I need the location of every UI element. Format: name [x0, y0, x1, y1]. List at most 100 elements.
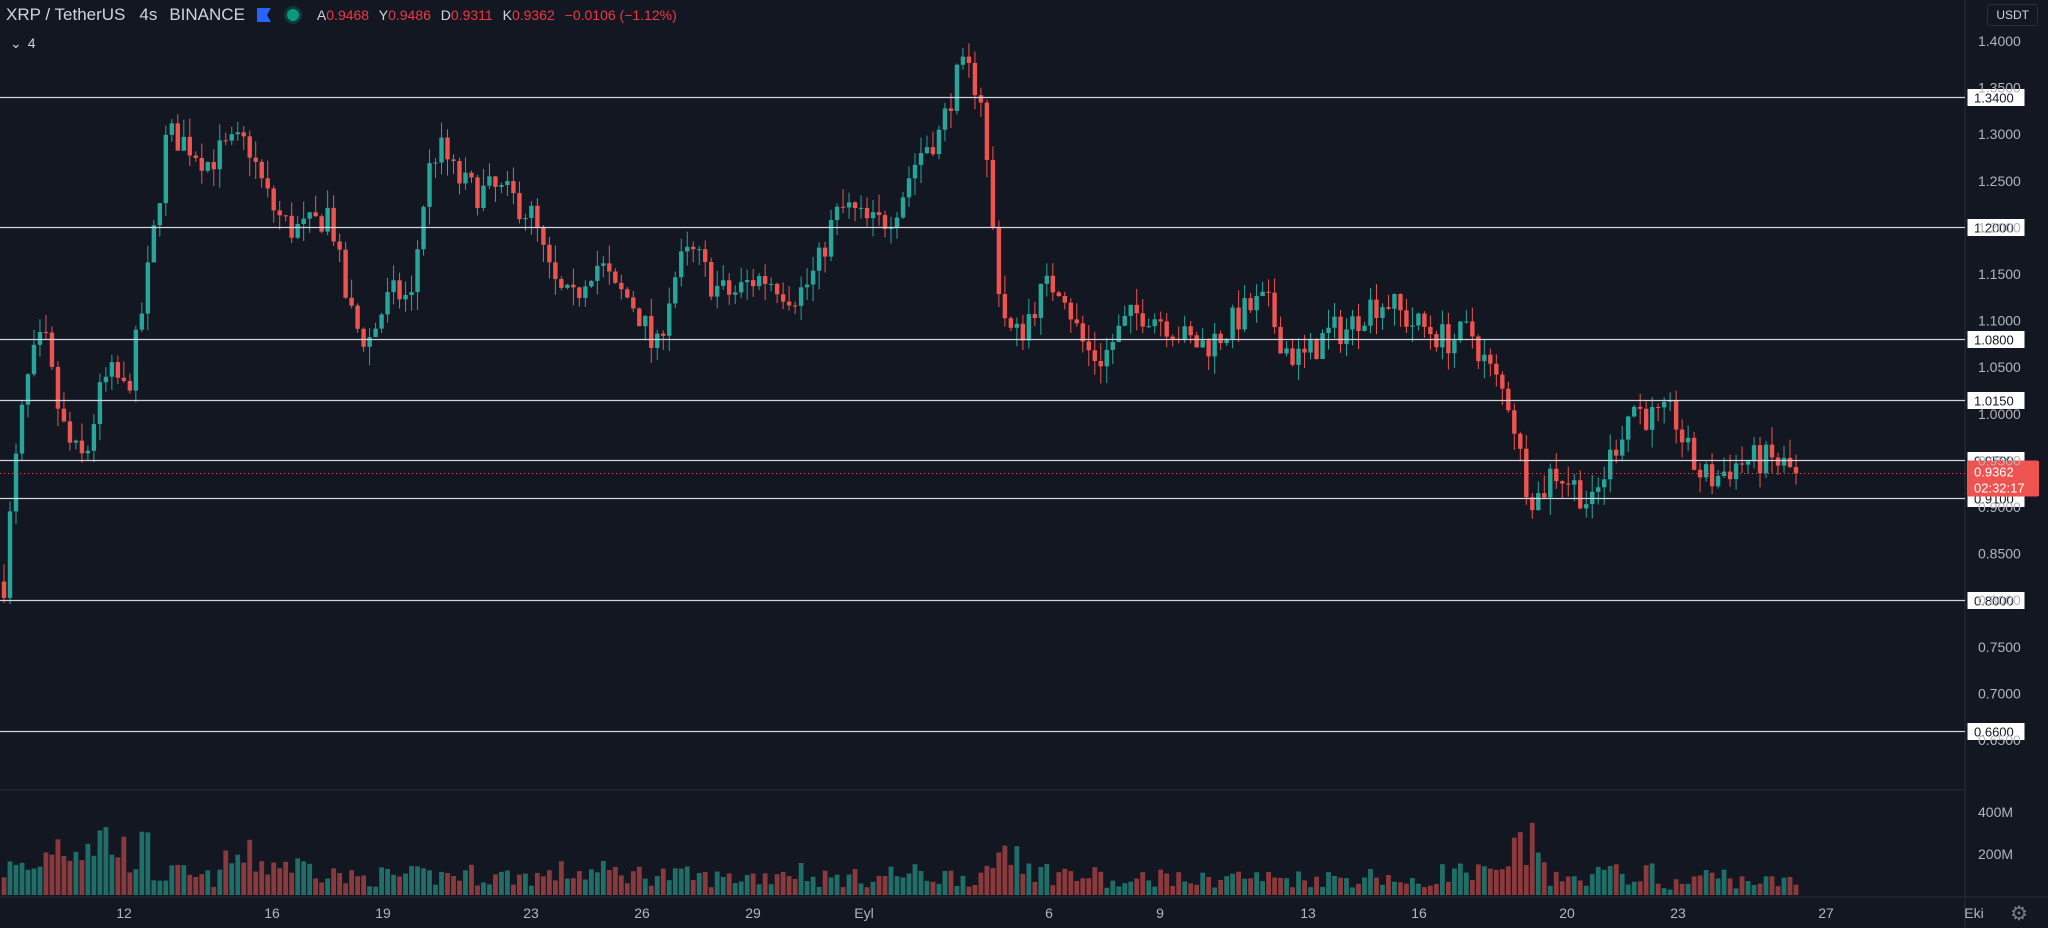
price-axis[interactable]: 1.4000 1.3500 1.3000 1.2500 1.2000 1.1500 1.10…	[1978, 33, 2021, 862]
candle-body-up	[1703, 464, 1709, 478]
candle-body-down	[493, 176, 498, 187]
volume-bar	[1469, 879, 1475, 895]
candle-body-down	[703, 249, 708, 262]
candle-body-down	[277, 210, 282, 216]
flag-icon[interactable]	[256, 8, 271, 22]
candle-body-up	[373, 328, 378, 338]
volume-bar	[564, 878, 570, 895]
market-status-icon[interactable]	[286, 9, 299, 21]
candle-body-up	[13, 453, 19, 512]
candle-body-down	[241, 132, 246, 137]
volume-bar	[762, 873, 768, 895]
volume-bar	[1014, 846, 1020, 895]
candle-body-up	[1116, 325, 1121, 343]
volume-bar	[475, 885, 480, 895]
volume-bar	[1002, 845, 1008, 895]
volume-bar	[421, 868, 426, 895]
volume-bar	[1679, 883, 1685, 895]
legend-interval[interactable]: 4s	[139, 5, 158, 24]
volume-bar	[463, 870, 468, 895]
volume-bar	[1637, 881, 1643, 895]
volume-bar	[708, 887, 714, 895]
volume-bar	[648, 885, 654, 895]
volume-bar	[1601, 869, 1607, 895]
candle-body-down	[469, 172, 474, 178]
time-tick-label: 20	[1559, 905, 1575, 921]
volume-bar	[133, 869, 139, 895]
level-label-box	[1966, 330, 2026, 349]
candle-body-up	[25, 374, 31, 405]
volume-bar	[169, 865, 175, 895]
volume-bar	[666, 880, 672, 895]
volume-bar	[1553, 871, 1559, 895]
candle-body-up	[103, 376, 109, 383]
candle-body-up	[1146, 326, 1151, 328]
volume-bar	[1386, 874, 1391, 895]
volume-bar	[205, 870, 211, 895]
currency-button[interactable]: USDT	[1987, 4, 2038, 26]
horizontal-levels[interactable]: 1.34001.20001.08001.01500.95000.91000.80…	[0, 88, 2039, 741]
legend-symbol[interactable]: XRP / TetherUS	[6, 5, 126, 24]
volume-bar	[1362, 877, 1367, 895]
volume-bar	[744, 874, 750, 895]
candle-body-up	[73, 440, 79, 443]
volume-bar	[780, 871, 786, 895]
volume-bar	[43, 852, 49, 895]
volume-bar	[642, 878, 648, 895]
candle-body-down	[187, 136, 192, 156]
candle-body-up	[679, 251, 684, 278]
candle-body-up	[756, 276, 762, 287]
volume-bar	[654, 876, 660, 895]
candle-body-down	[1578, 480, 1583, 509]
candle-body-up	[1014, 323, 1020, 328]
volume-bar	[1517, 832, 1523, 895]
candle-body-down	[259, 161, 264, 179]
candle-body-up	[1602, 479, 1607, 488]
volume-bar	[912, 864, 918, 895]
volume-bar	[1062, 868, 1068, 895]
candle-body-down	[1314, 340, 1319, 360]
candle-body-down	[1691, 437, 1697, 470]
candle-body-down	[199, 157, 204, 171]
candle-body-down	[577, 287, 582, 298]
volume-bar	[157, 880, 163, 895]
candle-body-down	[1404, 310, 1409, 327]
candle-body-up	[954, 64, 960, 111]
candle-body-down	[535, 205, 540, 227]
volume-bar	[1781, 877, 1787, 895]
symbol-legend[interactable]: XRP / TetherUS 4s BINANCE A0.9468 Y0.948…	[6, 4, 683, 26]
price-tick-label: 1.2000	[1978, 219, 2021, 235]
candle-body-down	[517, 193, 522, 220]
level-label: 0.8000	[1974, 594, 2014, 609]
volume-bar	[289, 872, 295, 895]
volume-bar	[181, 865, 187, 895]
price-tick-label: 0.8500	[1978, 546, 2021, 562]
candle-body-up	[433, 162, 438, 164]
gear-icon[interactable]: ⚙	[2010, 903, 2028, 925]
candle-body-up	[810, 270, 816, 285]
indicators-collapse-button[interactable]: ⌄ 4	[4, 32, 42, 54]
time-axis[interactable]: 12 16 19 23 26 29 Eyl 6 9 13 16 20 23 27 Eki	[116, 905, 1984, 921]
candle-body-down	[1542, 493, 1547, 498]
candle-body-down	[1655, 407, 1661, 409]
time-tick-label: 23	[523, 905, 539, 921]
candle-body-down	[337, 241, 342, 250]
volume-bar	[1086, 878, 1092, 895]
volume-bar	[1212, 887, 1218, 895]
volume-bar	[1493, 869, 1499, 895]
volume-bar	[391, 874, 396, 895]
candle-body-down	[1775, 457, 1781, 466]
candle-body-up	[1440, 324, 1445, 348]
volume-bar	[307, 863, 313, 895]
volume-bar	[1649, 863, 1655, 895]
candle-body-down	[1374, 299, 1379, 318]
candle-body-down	[559, 278, 564, 288]
volume-bar	[1374, 877, 1379, 895]
volume-bar	[1134, 878, 1140, 895]
volume-tick-label: 200M	[1978, 846, 2013, 862]
volume-bar	[373, 886, 378, 895]
candle-body-down	[1470, 321, 1475, 337]
volume-bar	[792, 878, 798, 895]
candle-body-up	[157, 203, 163, 226]
